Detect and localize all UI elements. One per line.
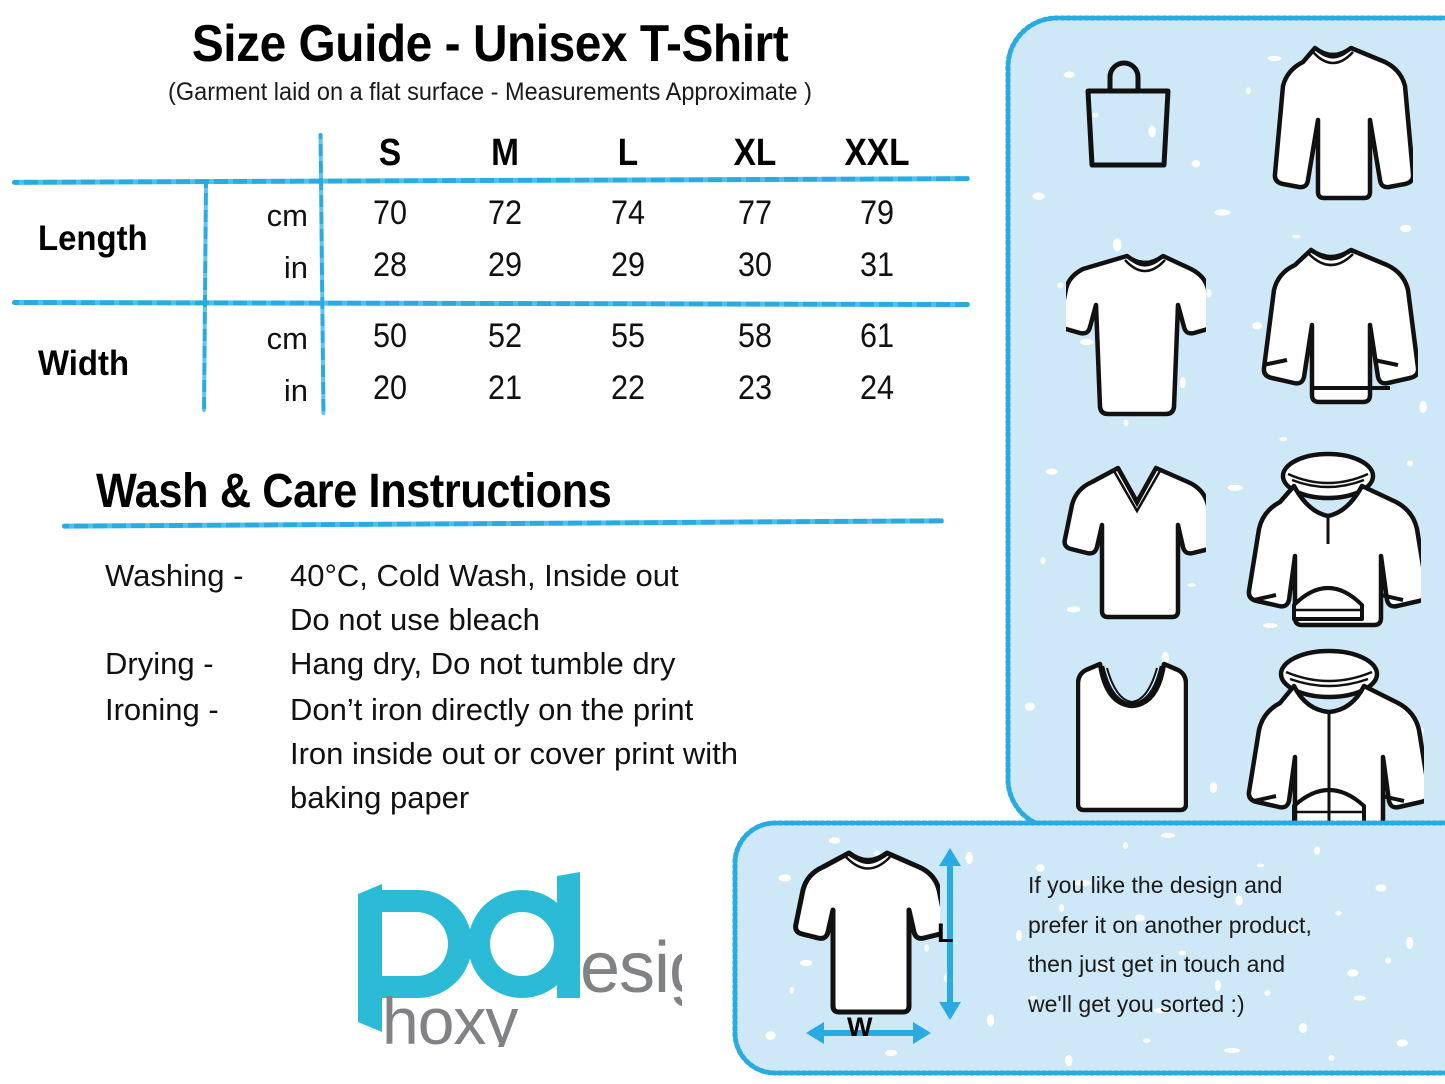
cell-length-in-l: 29	[610, 246, 646, 284]
page-title: Size Guide - Unisex T-Shirt	[191, 15, 789, 73]
garment-long-sleeve-tee-icon	[1253, 36, 1413, 206]
cell-length-in-xxl: 31	[859, 246, 895, 284]
cell-width-in-xl: 23	[737, 369, 773, 407]
care-label-washing: Washing -	[105, 558, 244, 593]
row-label-width: Width	[38, 344, 130, 383]
size-header-s: S	[378, 132, 402, 174]
row-label-length: Length	[38, 219, 148, 258]
table-rule-top	[11, 176, 971, 185]
cell-length-in-m: 29	[487, 246, 523, 284]
cell-width-in-m: 21	[487, 369, 523, 407]
size-header-l: L	[617, 132, 639, 174]
care-heading: Wash & Care Instructions	[96, 465, 612, 518]
width-arrow-label: W	[847, 1012, 873, 1042]
care-value-washing-2: Do not use bleach	[290, 602, 540, 637]
cell-width-cm-s: 50	[372, 317, 408, 355]
logo-word-design: esign	[580, 928, 682, 1008]
cell-length-in-s: 28	[372, 246, 408, 284]
footer-note-line-1: If you like the design and	[1028, 872, 1283, 898]
cell-length-in-xl: 30	[737, 246, 773, 284]
care-value-drying-1: Hang dry, Do not tumble dry	[290, 646, 676, 681]
measurement-diagram-tshirt-icon	[790, 845, 949, 1020]
unit-length-cm: cm	[266, 198, 308, 233]
size-header-xl: XL	[733, 132, 777, 174]
footer-note: If you like the design and prefer it on …	[1028, 866, 1418, 1024]
garment-sweatshirt-icon	[1243, 240, 1418, 412]
cell-width-in-l: 22	[610, 369, 646, 407]
garment-zip-hoodie-icon	[1234, 646, 1424, 836]
cell-length-cm-m: 72	[487, 194, 523, 232]
cell-width-cm-xxl: 61	[859, 317, 895, 355]
cell-length-cm-xxl: 79	[859, 194, 895, 232]
care-label-ironing: Ironing -	[105, 692, 219, 727]
unit-length-in: in	[283, 250, 308, 285]
care-value-washing-1: 40°C, Cold Wash, Inside out	[290, 558, 679, 593]
care-label-drying: Drying -	[105, 646, 214, 681]
table-rule-vertical-unit	[318, 132, 326, 416]
cell-width-in-xxl: 24	[859, 369, 895, 407]
garment-womens-fitted-tee-icon	[1066, 246, 1206, 424]
table-rule-middle	[11, 299, 971, 308]
brand-logo: esign hoxy	[352, 872, 682, 1047]
care-value-ironing-1: Don’t iron directly on the print	[290, 692, 694, 727]
care-value-ironing-2: Iron inside out or cover print with	[290, 736, 738, 771]
length-arrow-icon	[939, 848, 961, 1020]
width-arrow-icon	[806, 1022, 931, 1044]
logo-word-hoxy: hoxy	[382, 984, 518, 1047]
size-header-xxl: XXL	[844, 132, 910, 174]
garment-tank-top-icon	[1076, 656, 1188, 818]
garment-pullover-hoodie-icon	[1236, 450, 1421, 635]
unit-width-cm: cm	[266, 321, 308, 356]
cell-length-cm-s: 70	[372, 194, 408, 232]
cell-width-cm-l: 55	[610, 317, 646, 355]
garment-illustration-panel	[1005, 15, 1445, 831]
care-rule	[61, 518, 945, 529]
cell-width-cm-xl: 58	[737, 317, 773, 355]
cell-width-cm-m: 52	[487, 317, 523, 355]
care-value-ironing-3: baking paper	[290, 780, 470, 815]
unit-width-in: in	[283, 373, 308, 408]
page-subtitle: (Garment laid on a flat surface - Measur…	[168, 78, 812, 106]
size-header-m: M	[491, 132, 519, 174]
garment-tote-bag-icon	[1080, 53, 1175, 168]
length-arrow-label: L	[937, 918, 954, 948]
cell-length-cm-xl: 77	[737, 194, 773, 232]
garment-v-neck-tee-icon	[1056, 458, 1206, 623]
footer-note-line-4: we'll get you sorted :)	[1028, 990, 1245, 1017]
cell-width-in-s: 20	[372, 369, 408, 407]
cell-length-cm-l: 74	[610, 194, 646, 232]
footer-note-line-2: prefer it on another product,	[1028, 911, 1312, 938]
footer-note-line-3: then just get in touch and	[1028, 951, 1286, 978]
